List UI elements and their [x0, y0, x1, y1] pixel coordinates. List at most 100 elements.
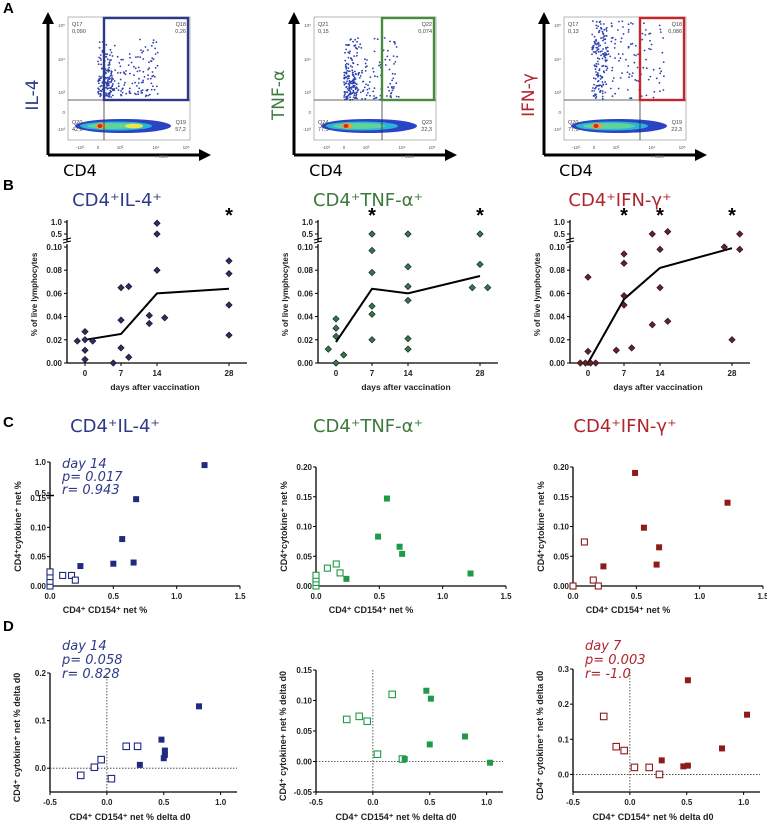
event-dot	[660, 70, 663, 73]
x-tick-label: 14	[656, 369, 665, 378]
event-dot	[105, 56, 107, 58]
event-dot	[645, 67, 648, 70]
event-dot	[137, 93, 140, 96]
x-tick-label: -0.5	[43, 798, 57, 807]
axis-break-mark	[313, 237, 323, 241]
data-point	[81, 328, 89, 336]
event-dot	[607, 53, 610, 55]
y-tick-label: 0.02	[297, 336, 313, 345]
event-dot	[376, 38, 379, 41]
event-dot	[366, 65, 368, 67]
event-dot	[610, 37, 613, 39]
axis-break-mark	[565, 240, 575, 244]
data-point	[484, 283, 492, 292]
y-tick-label: -10³	[303, 127, 312, 132]
event-dot	[641, 32, 644, 35]
filled-data-point	[130, 559, 137, 566]
event-dot	[109, 81, 111, 83]
event-dot	[645, 94, 648, 97]
data-point	[736, 245, 744, 253]
x-tick-label: 1.0	[437, 592, 449, 601]
event-dot	[384, 58, 387, 61]
open-data-point	[373, 750, 382, 758]
stat-annotation: day 14	[62, 639, 107, 654]
event-dot	[362, 89, 365, 92]
event-dot	[353, 84, 356, 87]
data-point	[225, 301, 233, 309]
filled-data-point	[658, 757, 665, 764]
y-tick-label: 0.1	[35, 717, 47, 726]
chart-title: CD4⁺IL-4⁺	[72, 190, 162, 211]
chart-title: CD4⁺TNF-α⁺	[313, 190, 423, 211]
data-point	[620, 259, 628, 267]
data-point	[225, 331, 233, 339]
event-dots	[343, 37, 400, 101]
open-data-point	[388, 690, 397, 699]
y-tick-label: 0.1	[558, 735, 570, 744]
mean-line	[587, 247, 733, 364]
filled-data-point	[656, 544, 663, 551]
stat-annotation: r= -1.0	[585, 667, 631, 682]
event-dot	[133, 65, 135, 68]
event-dot	[374, 75, 376, 78]
x-tick-label: 0.0	[44, 592, 56, 601]
event-dot	[610, 25, 613, 28]
y-tick-label: 10³	[304, 90, 311, 95]
data-point	[656, 245, 664, 253]
event-dot	[596, 49, 599, 51]
event-dot	[601, 65, 603, 68]
event-dot	[592, 87, 594, 89]
event-dot	[156, 93, 159, 95]
y-tick-label: 0.20	[553, 463, 569, 472]
channel-label: :: CD4	[651, 154, 664, 159]
stat-annotation: r= 0.828	[62, 667, 120, 682]
chart-B3: CD4⁺IFN-γ⁺ 0.00 0.02 0.04 0.06 0.08 0.10 0.5 1.0…	[533, 190, 750, 392]
event-dot	[124, 81, 126, 84]
event-dot	[105, 86, 107, 89]
y-axis-label: CD4⁺cytokine⁺ net %	[13, 481, 23, 572]
axis-break-mark	[62, 240, 72, 244]
data-point	[736, 230, 744, 238]
x-axis-label: CD4	[559, 161, 593, 180]
data-point	[476, 260, 484, 269]
event-dot	[604, 65, 607, 68]
event-dot	[597, 48, 600, 51]
event-dot	[354, 70, 356, 73]
stat-annotation: p= 0.058	[61, 653, 123, 668]
y-tick-label: 0.15	[30, 494, 46, 503]
event-dot	[614, 38, 617, 41]
event-dot	[343, 74, 346, 77]
event-dot	[613, 47, 616, 49]
y-tick-label: 0.05	[553, 552, 569, 561]
data-point	[109, 359, 117, 367]
event-dot	[144, 46, 147, 48]
data-point	[73, 337, 81, 345]
event-dot	[345, 76, 348, 79]
event-dot	[113, 80, 116, 82]
event-dot	[602, 32, 604, 34]
data-point	[620, 250, 628, 258]
event-dot	[354, 78, 357, 80]
y-tick-label: 0.15	[553, 493, 569, 502]
event-dot	[110, 72, 113, 75]
data-point	[153, 219, 161, 227]
x-tick-label: -10³	[76, 145, 85, 150]
quadrant-value: 0,26	[175, 29, 186, 35]
event-dot	[99, 57, 102, 60]
data-point	[153, 230, 161, 238]
event-dot	[626, 71, 629, 74]
event-dot	[106, 76, 109, 79]
chart-title: CD4⁺IFN-γ⁺	[573, 416, 676, 437]
x-tick-label: 1.0	[738, 798, 750, 807]
event-dot	[361, 71, 363, 74]
event-dot	[658, 24, 661, 27]
event-dot	[155, 41, 158, 44]
event-dot	[97, 93, 100, 95]
event-dot	[351, 66, 354, 68]
event-dot	[597, 60, 599, 63]
data-point	[368, 268, 376, 277]
data-point	[145, 319, 153, 328]
event-dot	[150, 88, 153, 91]
data-point	[584, 347, 592, 356]
